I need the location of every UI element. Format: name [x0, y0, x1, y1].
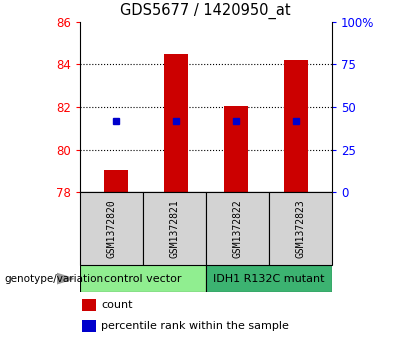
Text: count: count [101, 301, 133, 310]
Text: GSM1372820: GSM1372820 [106, 199, 116, 258]
Text: control vector: control vector [104, 274, 181, 284]
Bar [82, 320, 96, 332]
Text: GSM1372821: GSM1372821 [169, 199, 179, 258]
Text: GSM1372822: GSM1372822 [232, 199, 242, 258]
Title: GDS5677 / 1420950_at: GDS5677 / 1420950_at [121, 3, 291, 19]
Text: percentile rank within the sample: percentile rank within the sample [101, 321, 289, 331]
Bar [80, 192, 143, 265]
Text: GSM1372823: GSM1372823 [295, 199, 305, 258]
Bar [80, 265, 206, 292]
Bar [206, 192, 269, 265]
Bar [104, 170, 128, 192]
Bar [224, 106, 248, 192]
Text: IDH1 R132C mutant: IDH1 R132C mutant [213, 274, 325, 284]
Bar [82, 299, 96, 311]
Bar [269, 192, 332, 265]
Bar [284, 60, 308, 192]
Bar [164, 54, 188, 192]
Bar [206, 265, 332, 292]
Bar [143, 192, 206, 265]
Text: genotype/variation: genotype/variation [4, 274, 103, 284]
Polygon shape [57, 273, 74, 284]
